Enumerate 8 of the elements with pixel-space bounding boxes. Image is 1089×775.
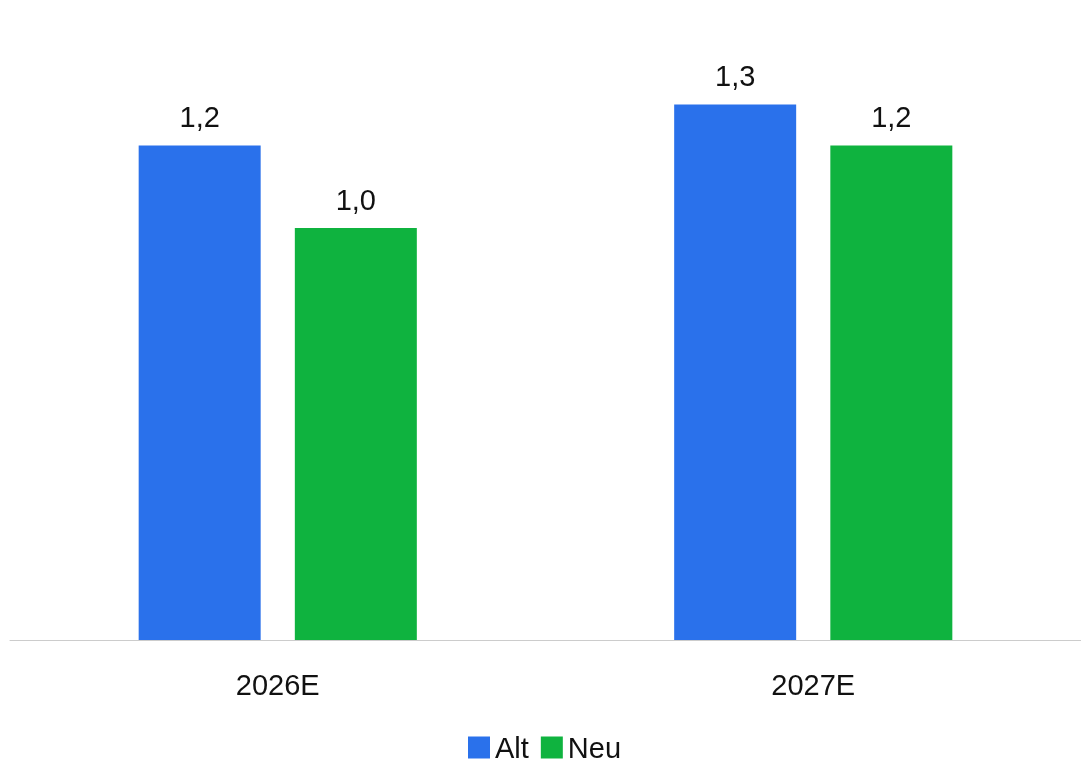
x-tick-label: 2026E [235,668,320,701]
x-tick-label: 2027E [771,668,856,701]
data-label: 1,3 [715,59,756,92]
data-label: 1,0 [335,183,376,216]
legend-label: Alt [494,731,529,764]
data-label: 1,2 [871,101,912,134]
data-label: 1,2 [179,101,220,134]
legend-label: Neu [567,731,622,764]
